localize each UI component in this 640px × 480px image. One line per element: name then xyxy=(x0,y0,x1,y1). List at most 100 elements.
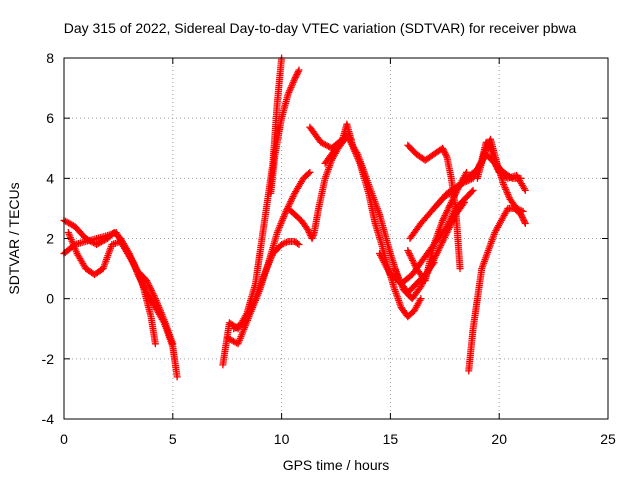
data-series xyxy=(64,228,177,348)
data-point xyxy=(285,88,293,96)
data-point xyxy=(438,238,446,246)
data-point xyxy=(406,251,414,259)
data-point xyxy=(437,240,445,248)
chart-title: Day 315 of 2022, Sidereal Day-to-day VTE… xyxy=(64,20,577,36)
data-point xyxy=(304,225,312,233)
data-point xyxy=(151,340,159,348)
data-point xyxy=(147,286,155,294)
data-point xyxy=(286,85,294,93)
data-point xyxy=(442,230,450,238)
data-point xyxy=(503,189,511,197)
data-point xyxy=(442,150,450,158)
data-point xyxy=(150,291,158,299)
x-axis-label: GPS time / hours xyxy=(283,457,390,473)
data-point xyxy=(441,232,449,240)
data-point xyxy=(409,258,417,266)
data-point xyxy=(480,150,488,158)
data-point xyxy=(291,74,299,82)
data-point xyxy=(407,253,415,261)
data-point xyxy=(294,69,302,77)
data-point xyxy=(306,168,314,176)
data-point xyxy=(295,241,303,249)
data-point xyxy=(288,194,296,202)
data-point xyxy=(289,78,297,86)
data-point xyxy=(502,187,510,195)
plot-border xyxy=(63,57,609,420)
data-point xyxy=(483,144,491,152)
data-point xyxy=(151,293,159,301)
data-point xyxy=(435,245,443,253)
data-series xyxy=(267,66,303,197)
data-point xyxy=(439,146,447,154)
data-point xyxy=(514,205,522,213)
data-point xyxy=(431,253,439,261)
y-tick-label: -4 xyxy=(42,411,55,427)
data-point xyxy=(521,186,529,194)
data-point xyxy=(405,248,413,256)
data-point xyxy=(504,190,512,198)
data-point xyxy=(293,71,301,79)
data-point xyxy=(287,196,295,204)
x-tick-label: 10 xyxy=(274,431,290,447)
data-point xyxy=(405,250,413,258)
data-point xyxy=(439,215,447,223)
data-point xyxy=(469,186,477,194)
data-point xyxy=(278,241,286,249)
data-point xyxy=(516,206,524,214)
data-point xyxy=(443,208,451,216)
x-tick-label: 20 xyxy=(491,431,507,447)
data-point xyxy=(456,265,464,273)
data-point xyxy=(404,247,412,255)
data-point xyxy=(482,145,490,153)
data-point xyxy=(287,83,295,91)
data-point xyxy=(289,193,297,201)
data-point xyxy=(441,149,449,157)
data-point xyxy=(437,242,445,250)
data-point xyxy=(440,213,448,221)
data-point xyxy=(288,82,296,90)
data-point xyxy=(294,240,302,248)
data-point xyxy=(520,216,528,224)
data-point xyxy=(481,149,489,157)
data-point xyxy=(446,222,454,230)
data-point xyxy=(443,228,451,236)
data-point xyxy=(518,213,526,221)
data-point xyxy=(444,227,452,235)
data-point xyxy=(305,170,313,178)
data-point xyxy=(445,225,453,233)
tick-labels: 0 5 10 15 20 25 -4 -2 0 2 4 6 8 xyxy=(42,50,616,447)
data-point xyxy=(146,283,154,291)
data-point xyxy=(410,260,418,268)
data-point xyxy=(144,280,152,288)
data-point xyxy=(439,144,447,152)
data-point xyxy=(501,184,509,192)
data-point xyxy=(440,235,448,243)
data-point xyxy=(417,295,425,303)
data-point xyxy=(417,283,425,291)
data-point xyxy=(353,149,361,157)
data-point xyxy=(446,202,454,210)
y-tick-label: -2 xyxy=(42,351,55,367)
data-point xyxy=(484,142,492,150)
y-tick-label: 2 xyxy=(46,231,54,247)
data-point xyxy=(444,205,452,213)
y-tick-label: 4 xyxy=(46,170,54,186)
data-point xyxy=(173,373,181,381)
data-point xyxy=(286,199,294,207)
data-point xyxy=(445,224,453,232)
data-point xyxy=(439,237,447,245)
data-point xyxy=(148,288,156,296)
data-point xyxy=(291,75,299,83)
data-series xyxy=(230,238,303,333)
data-point xyxy=(441,233,449,241)
data-point xyxy=(443,207,451,215)
data-point xyxy=(463,168,471,176)
data-point xyxy=(169,340,177,348)
data-point xyxy=(288,80,296,88)
y-tick-label: 8 xyxy=(46,50,54,66)
x-tick-label: 0 xyxy=(60,431,68,447)
data-point xyxy=(411,261,419,269)
data-point xyxy=(292,72,300,80)
data-point xyxy=(449,217,457,225)
